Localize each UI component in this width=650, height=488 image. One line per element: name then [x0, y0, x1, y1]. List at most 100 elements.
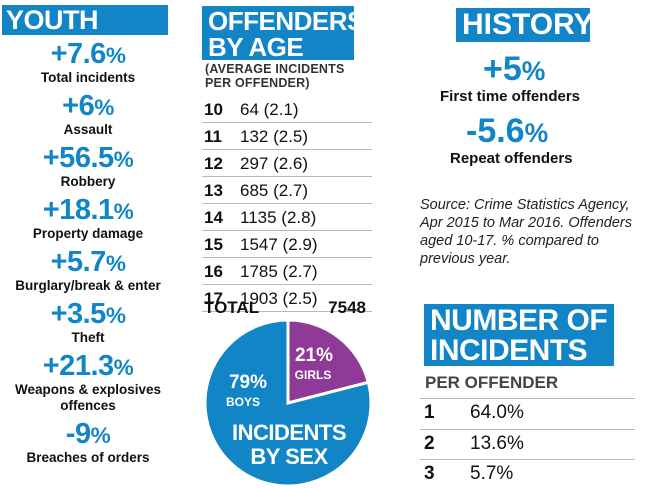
pie-slice-boys — [203, 318, 373, 488]
history-number: +5 — [483, 50, 522, 88]
stat-property-damage: +18.1% Property damage — [0, 196, 176, 242]
stat-value: +21.3% — [0, 352, 176, 382]
youth-crime-stats: +7.6% Total incidents +6% Assault +56.5%… — [0, 40, 176, 472]
stat-unit: % — [105, 303, 126, 328]
percent-cell: 13.6% — [470, 433, 524, 454]
age-cell: 17 — [204, 289, 223, 308]
history-value-first-time: +5% — [483, 52, 545, 86]
stat-weapons: +21.3% Weapons & explosives offences — [0, 352, 176, 414]
value-cell: 297 (2.6) — [240, 154, 309, 173]
history-label-repeat: Repeat offenders — [450, 150, 573, 167]
stat-total-incidents: +7.6% Total incidents — [0, 40, 176, 86]
title-line: NUMBER OF — [430, 304, 608, 337]
value-cell: 1547 (2.9) — [240, 235, 318, 254]
stat-label: Weapons & explosives offences — [14, 382, 162, 413]
rank-cell: 1 — [424, 402, 435, 423]
slice-value-girls: 21% — [295, 345, 333, 366]
stat-number: +3.5 — [50, 298, 107, 330]
table-row: 17 1903 (2.5) — [202, 285, 372, 312]
number-of-incidents-title: NUMBER OF INCIDENTS — [424, 304, 614, 366]
number-of-incidents-subtitle: PER OFFENDER — [425, 373, 559, 392]
stat-robbery: +56.5% Robbery — [0, 144, 176, 190]
stat-label: Burglary/break & enter — [15, 278, 161, 293]
age-cell: 10 — [204, 100, 223, 119]
stat-number: +5.7 — [50, 246, 107, 278]
stat-label: Assault — [63, 122, 113, 137]
history-unit: % — [521, 56, 546, 86]
value-cell: 1903 (2.5) — [240, 289, 318, 308]
stat-number: +21.3 — [42, 350, 114, 382]
pie-slice-girls — [286, 318, 371, 405]
history-title: HISTORY — [456, 8, 594, 42]
history-unit: % — [524, 118, 549, 148]
age-cell: 13 — [204, 181, 223, 200]
age-cell: 16 — [204, 262, 223, 281]
stat-number: +18.1 — [42, 194, 114, 226]
stat-value: +56.5% — [0, 144, 176, 174]
offenders-by-age-title: OFFENDERS BY AGE — [202, 6, 364, 62]
slice-label-girls: GIRLS — [295, 368, 332, 382]
table-row: 15 1547 (2.9) — [202, 231, 372, 258]
stat-label: Total incidents — [40, 70, 136, 85]
table-row: 14 1135 (2.8) — [202, 204, 372, 231]
age-cell: 12 — [204, 154, 223, 173]
title-line: OFFENDERS — [208, 6, 364, 36]
table-row: 16 1785 (2.7) — [202, 258, 372, 285]
source-note: Source: Crime Statistics Agency, Apr 201… — [420, 197, 632, 267]
table-row: 13 685 (2.7) — [202, 177, 372, 204]
age-cell: 14 — [204, 208, 223, 227]
percent-cell: 5.7% — [470, 463, 514, 484]
title-line: BY AGE — [208, 32, 304, 62]
table-row: 10 64 (2.1) — [202, 96, 372, 123]
stat-unit: % — [94, 95, 114, 120]
history-value-repeat: -5.6% — [466, 114, 548, 148]
pie-slices — [203, 318, 373, 488]
age-cell: 15 — [204, 235, 223, 254]
stat-theft: +3.5% Theft — [0, 300, 176, 346]
stat-value: -9% — [0, 420, 176, 450]
stat-value: +18.1% — [0, 196, 176, 226]
offenders-by-age-subtitle: (AVERAGE INCIDENTS PER OFFENDER) — [205, 62, 375, 90]
stat-label: Breaches of orders — [26, 450, 150, 465]
stat-number: +6 — [62, 90, 95, 122]
stat-number: +7.6 — [50, 38, 107, 70]
stat-unit: % — [113, 147, 134, 172]
stat-burglary: +5.7% Burglary/break & enter — [0, 248, 176, 294]
stat-number: +56.5 — [42, 142, 114, 174]
value-cell: 1785 (2.7) — [240, 262, 318, 281]
table-row: 1 64.0% — [420, 398, 635, 426]
stat-unit: % — [105, 43, 126, 68]
table-row: 12 297 (2.6) — [202, 150, 372, 177]
stat-value: +5.7% — [0, 248, 176, 278]
stat-assault: +6% Assault — [0, 92, 176, 138]
stat-label: Robbery — [60, 174, 116, 189]
stat-unit: % — [113, 355, 134, 380]
pie-title-line2: BY SEX — [250, 444, 328, 469]
history-label-first-time: First time offenders — [440, 88, 581, 105]
table-row: 11 132 (2.5) — [202, 123, 372, 150]
subtitle-line: (AVERAGE INCIDENTS — [205, 62, 345, 76]
age-cell: 11 — [204, 127, 222, 146]
slice-label-boys: BOYS — [226, 395, 260, 409]
value-cell: 1135 (2.8) — [240, 208, 317, 227]
youth-crime-title: YOUTH CRIME — [2, 5, 168, 61]
title-line: INCIDENTS — [430, 334, 588, 367]
history-number: -5.6 — [466, 112, 525, 150]
total-label: TOTAL — [204, 298, 260, 317]
age-table: 10 64 (2.1) 11 132 (2.5) 12 297 (2.6) 13 685… — [202, 96, 372, 312]
table-row: 2 13.6% — [420, 429, 635, 457]
stat-label: Property damage — [32, 226, 144, 241]
stat-unit: % — [90, 423, 111, 448]
value-cell: 64 (2.1) — [240, 100, 299, 119]
stat-label: Theft — [71, 330, 105, 345]
stat-breaches: -9% Breaches of orders — [0, 420, 176, 466]
incidents-by-sex-pie: 79% BOYS 21% GIRLS INCIDENTS BY SEX — [203, 318, 373, 488]
stat-value: +3.5% — [0, 300, 176, 330]
percent-cell: 64.0% — [470, 402, 524, 423]
rank-cell: 2 — [424, 433, 435, 454]
rank-cell: 3 — [424, 463, 435, 484]
value-cell: 685 (2.7) — [240, 181, 309, 200]
pie-title-line1: INCIDENTS — [232, 420, 346, 445]
total-value: 7548 — [328, 298, 366, 317]
stat-value: +6% — [0, 92, 176, 122]
